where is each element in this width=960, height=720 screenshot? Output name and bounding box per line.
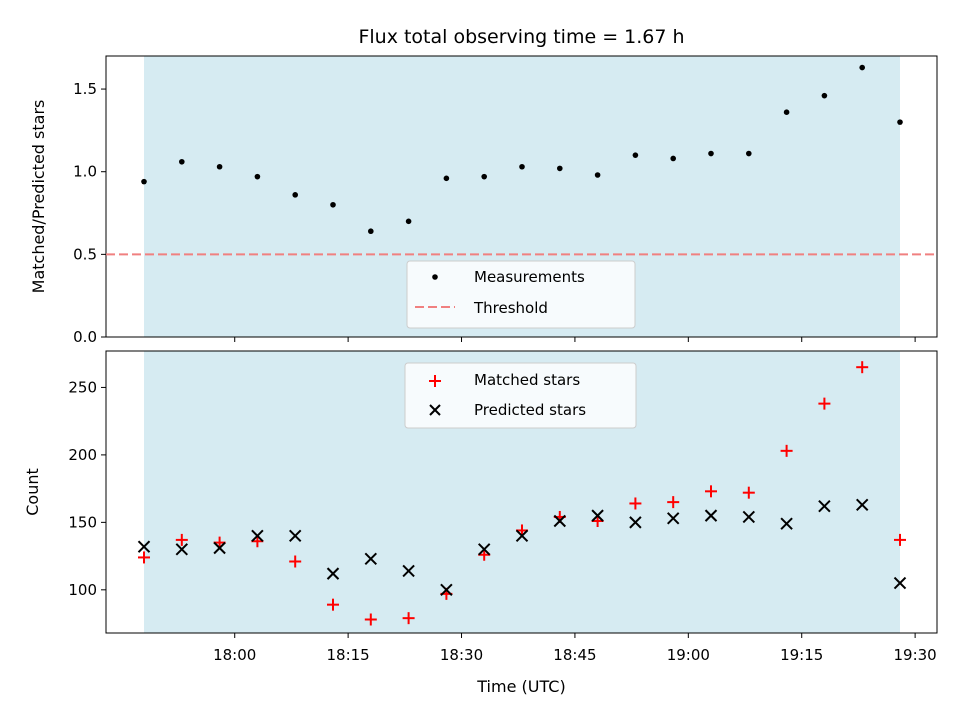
legend-predicted-marker: [429, 404, 441, 416]
y-tick-label: 0.5: [73, 245, 97, 263]
legend-matched-marker: [429, 375, 441, 387]
top-x-ticks: [234, 337, 916, 342]
matched-star-point: [894, 533, 906, 546]
predicted-star-point: [213, 541, 226, 555]
bottom-y-axis-label: Count: [23, 468, 42, 516]
predicted-star-point: [780, 517, 793, 530]
top-y-axis-label: Matched/Predicted stars: [29, 100, 48, 294]
x-tick-label: 18:15: [327, 646, 370, 664]
y-tick-label: 0.0: [73, 328, 97, 346]
measurements-series: [141, 64, 903, 235]
x-tick-label: 18:00: [213, 646, 256, 664]
predicted-star-point: [364, 552, 378, 565]
predicted-star-point: [855, 498, 869, 512]
bottom-panel: 100 150 200 250 18:00 18:15 18:30 18:45 19:00 19…: [23, 350, 938, 696]
bottom-y-ticks: 100 150 200 250: [68, 378, 106, 599]
predicted-star-point: [137, 540, 151, 553]
predicted-star-point: [629, 516, 642, 529]
top-y-ticks: 0.0 0.5 1.0 1.5: [73, 80, 106, 346]
legend-matched-label: Matched stars: [474, 371, 580, 389]
bottom-x-ticks: 18:00 18:15 18:30 18:45 19:00 19:15 19:30: [213, 633, 937, 664]
matched-star-point: [780, 444, 793, 457]
measurement-point: [292, 192, 299, 198]
measurement-point: [368, 228, 374, 235]
matched-star-point: [629, 497, 642, 510]
measurement-point: [746, 150, 752, 157]
predicted-star-point: [440, 583, 453, 597]
predicted-star-point: [742, 510, 756, 524]
predicted-star-point: [591, 509, 604, 522]
predicted-star-point: [515, 529, 529, 543]
y-tick-label: 1.5: [73, 80, 97, 98]
x-tick-label: 19:00: [667, 646, 710, 664]
measurement-point: [708, 150, 714, 157]
bottom-legend-box: [404, 362, 637, 429]
predicted-star-point: [326, 567, 340, 580]
measurement-point: [481, 173, 488, 180]
matched-star-point: [364, 613, 377, 626]
measurement-point: [557, 165, 563, 172]
predicted-star-point: [666, 512, 680, 525]
legend-measurements-label: Measurements: [474, 268, 585, 286]
matched-star-point: [705, 485, 717, 498]
measurement-point: [519, 163, 525, 170]
matched-star-point: [175, 533, 188, 546]
predicted-star-point: [818, 499, 831, 513]
y-tick-label: 1.0: [73, 163, 97, 181]
top-legend: Measurements Threshold: [406, 260, 636, 329]
x-tick-label: 19:30: [894, 646, 937, 664]
measurement-point: [141, 178, 147, 185]
matched-star-point: [742, 486, 755, 499]
y-tick-label: 150: [68, 513, 97, 531]
matched-star-point: [289, 555, 302, 568]
measurement-point: [632, 152, 639, 158]
measurement-point: [897, 119, 903, 125]
y-tick-label: 250: [68, 378, 97, 396]
y-tick-label: 100: [68, 581, 97, 599]
predicted-star-point: [175, 543, 189, 556]
top-panel-frame: [105, 55, 938, 338]
predicted-star-point: [288, 529, 302, 543]
predicted-star-point: [893, 576, 907, 590]
chart-title: Flux total observing time = 1.67 h: [358, 26, 684, 48]
measurement-point: [405, 218, 412, 225]
measurement-point: [594, 172, 601, 178]
x-axis-label: Time (UTC): [476, 677, 565, 696]
top-legend-box: [406, 260, 636, 329]
measurement-point: [179, 158, 185, 165]
matched-star-point: [138, 551, 150, 564]
legend-predicted-label: Predicted stars: [474, 401, 586, 419]
predicted-star-point: [553, 514, 567, 528]
bottom-panel-frame: [105, 350, 938, 634]
matched-star-point: [327, 598, 339, 611]
predicted-star-point: [402, 564, 415, 578]
measurement-point: [330, 201, 336, 208]
predicted-star-point: [704, 509, 718, 522]
y-tick-label: 200: [68, 446, 97, 464]
legend-threshold-label: Threshold: [473, 299, 548, 317]
x-tick-label: 18:30: [440, 646, 483, 664]
predicted-star-point: [477, 543, 491, 556]
measurement-point: [254, 173, 261, 180]
x-tick-label: 18:45: [553, 646, 596, 664]
matched-star-point: [667, 496, 680, 509]
predicted-star-point: [251, 529, 264, 543]
predicted-stars-series: [137, 498, 907, 597]
measurement-point: [670, 155, 676, 162]
matched-star-point: [856, 361, 869, 374]
measurement-point: [443, 175, 450, 182]
bottom-legend: Matched stars Predicted stars: [404, 362, 637, 429]
x-tick-label: 19:15: [780, 646, 823, 664]
measurement-point: [859, 64, 865, 71]
measurement-point: [821, 92, 828, 99]
matched-star-point: [818, 397, 831, 410]
measurement-point: [216, 163, 223, 170]
measurement-point: [783, 109, 790, 115]
matched-star-point: [402, 612, 415, 625]
legend-measurements-marker: [432, 274, 438, 280]
top-panel: 0.0 0.5 1.0 1.5 Matched/Predicted stars Mea…: [29, 55, 938, 346]
